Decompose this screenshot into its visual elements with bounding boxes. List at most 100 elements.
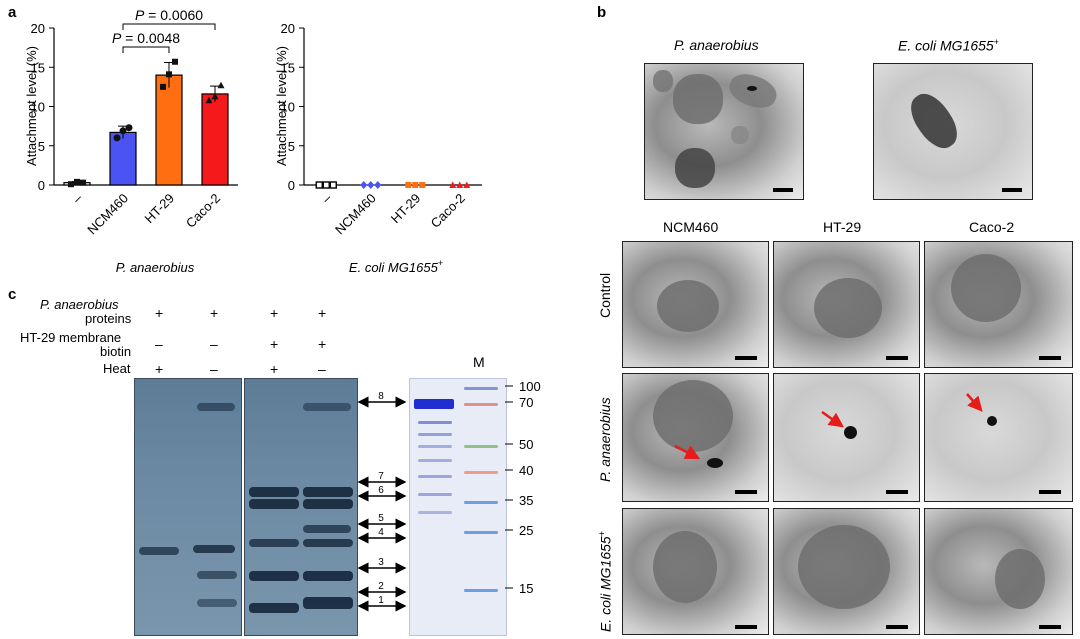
mw-label-25: 25 (519, 523, 533, 538)
mw-label-50: 50 (519, 437, 533, 452)
band-number-7: 7 (378, 471, 384, 482)
chart-attachment-p-anaerobius: 0 5 10 15 20 – NCM460 HT-29 Caco-2 P = 0.0048 P … (24, 7, 238, 275)
em-image-p-anaerobius (644, 63, 804, 200)
bar-3 (201, 93, 229, 186)
lane1-proteins: + (155, 305, 164, 321)
data-point (405, 182, 412, 188)
data-point (315, 181, 323, 189)
data-point (160, 83, 166, 90)
lane1-membrane: – (155, 336, 163, 352)
western-blot-left (134, 378, 242, 636)
x-axis-group-label: E. coli MG1655+ (349, 258, 443, 275)
x-axis-group-label: P. anaerobius (116, 260, 195, 275)
lane4-heat: – (318, 361, 326, 377)
arrow-caco2 (966, 393, 983, 412)
data-point (125, 124, 133, 132)
data-point (172, 58, 178, 65)
em-pana-caco2 (924, 373, 1073, 502)
panel-label-b: b (597, 4, 607, 21)
lane3-heat: + (270, 361, 279, 377)
data-point (205, 96, 213, 104)
panel-label-c: c (8, 286, 17, 303)
data-point (74, 178, 80, 185)
data-point (374, 181, 382, 189)
band-arrows: 8 7 6 5 4 3 2 1 (357, 391, 407, 612)
row-title-control: Control (597, 272, 613, 318)
lane4-proteins: + (318, 305, 327, 321)
col-title-ht29: HT-29 (823, 219, 862, 235)
red-arrows (674, 393, 983, 460)
em-pana-ht29 (773, 373, 920, 502)
y-tick-label: 15 (31, 60, 45, 75)
band-number-1: 1 (378, 595, 384, 606)
mw-label-70: 70 (519, 395, 533, 410)
row-label-membrane-1: HT-29 membrane (20, 330, 122, 345)
lane2-proteins: + (210, 305, 219, 321)
x-tick-label: HT-29 (141, 191, 177, 227)
y-tick-label: 5 (38, 139, 45, 154)
band-number-8: 8 (378, 391, 384, 402)
em-title-p-anaerobius: P. anaerobius (674, 37, 759, 53)
lane2-heat: – (210, 361, 218, 377)
y-tick-label: 0 (38, 178, 45, 193)
row-label-proteins-1: P. anaerobius (40, 297, 119, 312)
lane3-proteins: + (270, 305, 279, 321)
data-point (217, 81, 225, 89)
mw-label-100: 100 (519, 379, 541, 394)
y-tick-label: 0 (288, 178, 295, 193)
data-point (360, 181, 368, 189)
mw-scale: 100 70 50 40 35 25 15 (505, 379, 541, 596)
data-point (419, 182, 426, 188)
lane4-membrane: + (318, 336, 327, 352)
data-point (119, 127, 127, 135)
data-point (463, 181, 471, 188)
y-tick-label: 20 (31, 21, 45, 36)
marker-lane-label: M (473, 354, 485, 370)
x-tick-label: Caco-2 (428, 191, 468, 231)
data-point (211, 92, 219, 100)
mw-label-15: 15 (519, 581, 533, 596)
data-point (322, 181, 330, 189)
y-tick-label: 20 (281, 21, 295, 36)
em-ecoli-ncm460 (622, 508, 769, 635)
y-tick-label: 10 (281, 100, 295, 115)
data-point (113, 134, 121, 142)
panel-label-a: a (8, 4, 17, 21)
x-tick-label: HT-29 (388, 191, 424, 227)
arrow-ht29 (821, 410, 845, 428)
lane1-heat: + (155, 361, 164, 377)
band-number-6: 6 (378, 485, 384, 496)
em-control-ncm460 (622, 241, 769, 368)
western-blot-right (244, 378, 358, 636)
data-point (367, 181, 375, 189)
lane2-membrane: – (210, 336, 218, 352)
significance-bracket (122, 46, 170, 53)
data-point (449, 181, 457, 188)
data-point (329, 181, 337, 189)
data-point (80, 179, 86, 186)
col-title-ncm460: NCM460 (663, 219, 719, 235)
x-tick-label: NCM460 (332, 191, 379, 238)
data-point (166, 71, 172, 78)
band-number-5: 5 (378, 513, 384, 524)
lane3-membrane: + (270, 336, 279, 352)
y-tick-label: 5 (288, 139, 295, 154)
row-title-e-coli: E. coli MG1655+ (597, 531, 614, 632)
em-ecoli-caco2 (924, 508, 1073, 635)
bar-2 (155, 74, 183, 186)
em-ecoli-ht29 (773, 508, 920, 635)
y-axis-label: Attachment level (%) (274, 46, 289, 166)
significance-label: P = 0.0048 (112, 30, 180, 46)
em-control-caco2 (924, 241, 1073, 368)
data-point (456, 181, 464, 188)
chart-attachment-e-coli: 0 5 10 15 20 –NCM460 HT-29 Caco-2 Attachment l… (274, 21, 482, 275)
significance-label: P = 0.0060 (135, 7, 203, 23)
em-control-ht29 (773, 241, 920, 368)
row-label-membrane-2: biotin (100, 344, 132, 359)
em-title-e-coli: E. coli MG1655+ (898, 37, 999, 54)
y-axis-label: Attachment level (%) (24, 46, 39, 166)
arrow-ncm460 (674, 444, 701, 460)
x-tick-label: – (69, 190, 85, 206)
data-point (68, 181, 74, 188)
x-tick-label: NCM460 (84, 191, 131, 238)
